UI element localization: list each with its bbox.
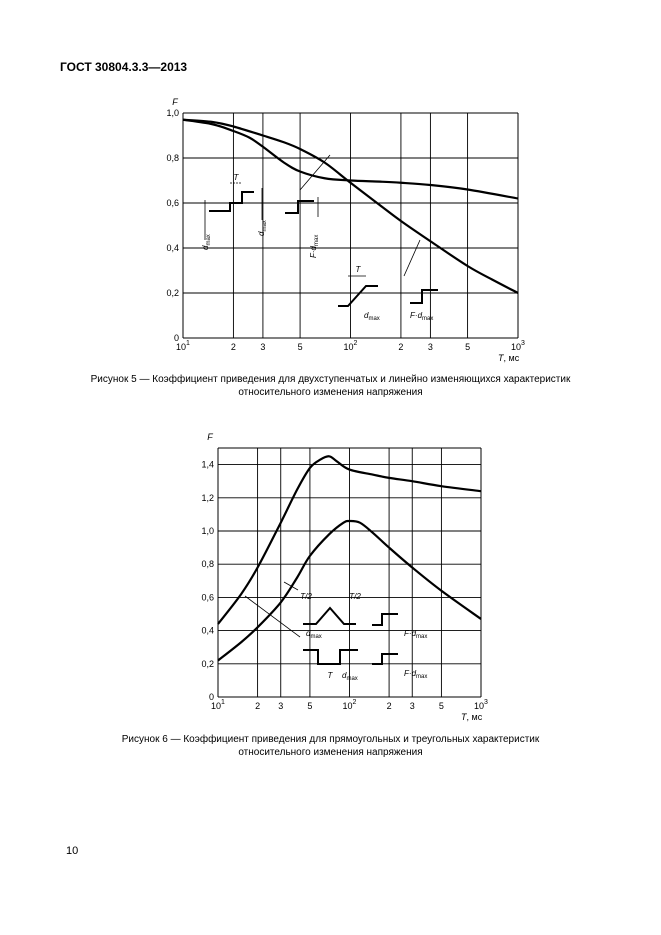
x-tick-label: 101: [176, 340, 190, 352]
pointer-line: [299, 154, 331, 191]
ramp-waveform: [338, 285, 378, 307]
inset-label-F-dmax-3: F·dmax: [404, 629, 427, 640]
page-number: 10: [66, 845, 79, 857]
inset-label-T-half-1: T/2: [300, 592, 312, 601]
x-tick-label: 3: [410, 701, 415, 711]
inset-label-dmax-half-1: dmax: [201, 234, 212, 250]
pointer-line: [244, 595, 301, 638]
x-tick-label: 102: [343, 699, 357, 711]
y-tick-label: 0,2: [201, 659, 214, 669]
figure-6-caption: Рисунок 6 — Коэффициент приведения для п…: [60, 733, 601, 759]
y-axis-label: F: [207, 432, 213, 442]
inset-label-F-dmax-2: F·dmax: [410, 311, 433, 322]
x-tick-label: 2: [398, 342, 403, 352]
y-axis-label: F: [172, 97, 178, 107]
y-tick-label: 0,2: [166, 288, 179, 298]
two-step-curve: [182, 118, 519, 200]
ramp-curve: [182, 118, 519, 294]
inset-label-T-half-2: T/2: [349, 592, 361, 601]
inset-label-dmax-half-2: dmax: [257, 220, 268, 236]
figure-5-caption-line-1: Рисунок 5 — Коэффициент приведения для д…: [90, 374, 571, 385]
inset-label-T-ramp: T: [356, 265, 362, 274]
inset-label-T: T: [234, 173, 240, 182]
inset-label-dmax-tri: dmax: [306, 629, 322, 640]
y-tick-label: 0,6: [201, 592, 214, 602]
y-tick-label: 0,6: [166, 198, 179, 208]
rectangular-curve: [217, 455, 482, 625]
x-tick-label: 2: [255, 701, 260, 711]
single-step-waveform: [285, 200, 314, 214]
figure-6-caption-line-2: относительного изменения напряжения: [238, 747, 423, 758]
triangular-curve: [217, 519, 482, 662]
y-tick-label: 1,0: [166, 108, 179, 118]
y-tick-label: 0,4: [166, 243, 179, 253]
rectangular-waveform: [303, 649, 358, 665]
y-tick-label: 0,8: [201, 559, 214, 569]
x-tick-label: 5: [465, 342, 470, 352]
inset-label-F-dmax-1: F·dmax: [309, 235, 320, 258]
y-tick-label: 1,0: [201, 526, 214, 536]
step-waveform-1: [372, 613, 398, 626]
document-header: ГОСТ 30804.3.3—2013: [60, 60, 188, 74]
y-tick-label: 0: [209, 692, 214, 702]
pointer-line: [283, 581, 299, 591]
inset-label-T-rect: T: [328, 671, 334, 680]
x-axis-label: T, мс: [461, 712, 483, 722]
step-waveform-2: [372, 653, 398, 665]
chart-1: 101 2 3 5 102 2 3 5 103 0 0,2 0,4 0,6 0,8 1,0F T, мс: [166, 97, 525, 363]
y-tick-label: 1,2: [201, 493, 214, 503]
figure-5-caption-line-2: относительного изменения напряжения: [238, 387, 423, 398]
pointer-line: [403, 239, 421, 277]
triangle-waveform: [303, 606, 356, 625]
y-tick-label: 1,4: [201, 460, 214, 470]
x-tick-label: 2: [231, 342, 236, 352]
inset-label-dmax-rect: dmax: [342, 671, 358, 682]
x-tick-label: 3: [278, 701, 283, 711]
x-tick-label: 103: [511, 340, 525, 352]
x-tick-label: 3: [428, 342, 433, 352]
two-step-waveform: [209, 191, 254, 212]
y-tick-label: 0,4: [201, 626, 214, 636]
inset-label-dmax-ramp: dmax: [364, 311, 380, 322]
x-tick-label: 101: [211, 699, 225, 711]
x-tick-label: 3: [260, 342, 265, 352]
x-axis-label: T, мс: [498, 353, 520, 363]
x-tick-label: 2: [387, 701, 392, 711]
x-tick-label: 5: [298, 342, 303, 352]
inset-label-F-dmax-4: F·dmax: [404, 669, 427, 680]
x-tick-label: 5: [307, 701, 312, 711]
x-tick-label: 5: [439, 701, 444, 711]
x-tick-label: 103: [474, 699, 488, 711]
figure-5-caption: Рисунок 5 — Коэффициент приведения для д…: [60, 373, 601, 399]
step-waveform: [410, 289, 438, 304]
figure-6-caption-line-1: Рисунок 6 — Коэффициент приведения для п…: [121, 734, 540, 745]
x-tick-label: 102: [344, 340, 358, 352]
y-tick-label: 0,8: [166, 153, 179, 163]
y-tick-label: 0: [174, 333, 179, 343]
chart-2: 101 2 3 5 102 2 3 5 103 0 0,2 0,4 0,6 0,8 1,0 1,2 1,4 F T,…: [201, 432, 488, 722]
figure-6-insets: T/2 T/2 dmax T dmax F·dmax F·dmax: [244, 581, 427, 682]
